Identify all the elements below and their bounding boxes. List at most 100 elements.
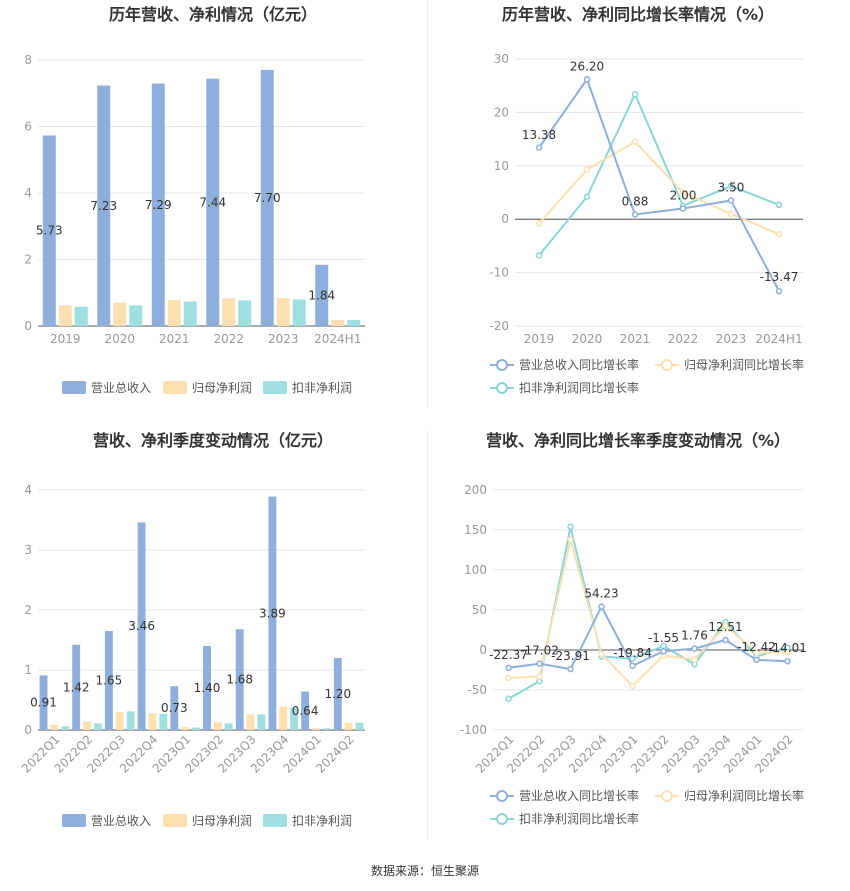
data-label: 54.23 [584, 587, 618, 601]
legend-swatch [163, 814, 187, 827]
y-tick-label: -100 [460, 723, 487, 737]
bar-revenue [206, 78, 220, 327]
y-tick-label: 50 [472, 603, 487, 617]
legend-label: 归母净利润 [192, 814, 252, 828]
series-line-deducted-profit [538, 91, 780, 257]
data-point [753, 649, 760, 656]
series-line-revenue [538, 77, 780, 292]
legend-swatch [62, 814, 86, 827]
data-point [535, 144, 543, 152]
legend-label: 扣非净利润同比增长率 [519, 811, 639, 826]
data-label: 7.44 [199, 195, 226, 209]
data-label: 5.73 [36, 224, 63, 238]
x-tick-label: 2019 [50, 332, 81, 346]
data-point [629, 655, 636, 663]
data-point [727, 210, 735, 218]
data-label: 0.88 [622, 195, 649, 209]
data-label: -13.47 [760, 270, 799, 284]
y-tick-label: 2 [24, 603, 32, 617]
data-point [536, 660, 543, 667]
data-point [629, 662, 636, 670]
legend-label: 营业总收入同比增长率 [519, 357, 639, 372]
y-tick-label: 20 [494, 105, 509, 119]
y-tick-label: 4 [24, 483, 32, 497]
bar-deducted-profit [93, 723, 102, 730]
data-point [784, 657, 791, 665]
data-label: 3.89 [259, 606, 286, 620]
bar-parent-profit [83, 721, 91, 730]
bar-deducted-profit [183, 301, 197, 326]
legend-swatch [263, 814, 287, 827]
data-point [535, 220, 543, 227]
bar-parent-profit [213, 722, 222, 730]
bar-deducted-profit [129, 305, 143, 326]
bar-parent-profit [113, 302, 127, 326]
x-tick-label: 2022 [213, 332, 244, 346]
data-point [631, 211, 639, 218]
data-label: -1.55 [648, 631, 679, 645]
bar-revenue [72, 644, 81, 730]
bar-revenue [170, 686, 179, 730]
x-tick-label: 2023 [268, 332, 299, 346]
bar-deducted-profit [159, 713, 168, 730]
legend-label: 归母净利润同比增长率 [684, 788, 804, 803]
bar-deducted-profit [290, 707, 299, 730]
data-label: 1.68 [226, 673, 253, 687]
legend-label: 营业总收入 [91, 814, 151, 828]
y-tick-label: 0 [24, 723, 32, 737]
legend-marker [496, 382, 508, 394]
y-tick-label: 100 [464, 563, 487, 577]
data-point [727, 182, 735, 190]
bar-deducted-profit [292, 299, 306, 326]
bar-revenue [315, 264, 329, 326]
data-label: 3.50 [718, 181, 745, 195]
data-point [722, 636, 729, 644]
data-label: 7.23 [90, 199, 117, 213]
chart-title: 历年营收、净利情况（亿元） [109, 5, 317, 24]
data-point [660, 647, 667, 655]
data-label: 2.00 [670, 189, 697, 203]
bar-parent-profit [279, 706, 288, 730]
bar-parent-profit [167, 300, 181, 326]
data-point [536, 673, 543, 680]
series-line-parent-profit [508, 539, 788, 688]
bar-parent-profit [246, 714, 255, 730]
data-label: 1.20 [324, 687, 351, 701]
data-point [535, 252, 543, 259]
data-label: -23.91 [551, 649, 590, 663]
data-label: 1.76 [681, 629, 708, 643]
data-label: 0.73 [161, 701, 188, 715]
quarterly-line-chart: 营收、净利同比增长率季度变动情况（%） -100 -50 0 50 100 150 200 -2… [460, 431, 807, 826]
bar-parent-profit [50, 724, 59, 730]
y-tick-label: 2 [24, 253, 32, 267]
chart-title: 历年营收、净利同比增长率情况（%） [502, 5, 774, 24]
data-label: 26.20 [570, 59, 604, 73]
data-label: -17.02 [520, 644, 559, 658]
data-label: 1.84 [308, 288, 335, 302]
bar-revenue [301, 691, 310, 730]
data-source-label: 数据来源：恒生聚源 [370, 864, 479, 878]
data-point [784, 649, 791, 656]
data-point [631, 90, 639, 98]
data-point [505, 674, 512, 682]
data-point [567, 523, 574, 531]
bar-revenue [39, 675, 48, 730]
x-tick-label: 2024H1 [314, 332, 361, 346]
bar-revenue [260, 69, 274, 326]
bar-parent-profit [115, 712, 124, 730]
data-label: 1.40 [194, 681, 221, 695]
bar-revenue [104, 631, 113, 730]
chart-title: 营收、净利同比增长率季度变动情况（%） [486, 431, 790, 450]
x-tick-label: 2019 [524, 332, 555, 346]
data-label: 0.91 [30, 696, 57, 710]
legend-marker [661, 790, 673, 802]
data-point [753, 656, 760, 664]
data-point [679, 205, 687, 212]
data-point [775, 230, 783, 238]
y-tick-label: -50 [467, 683, 487, 697]
y-tick-label: -10 [489, 266, 509, 280]
bar-deducted-profit [224, 723, 233, 730]
y-tick-label: 8 [24, 53, 32, 67]
bar-parent-profit [148, 713, 157, 730]
bar-deducted-profit [355, 722, 364, 730]
